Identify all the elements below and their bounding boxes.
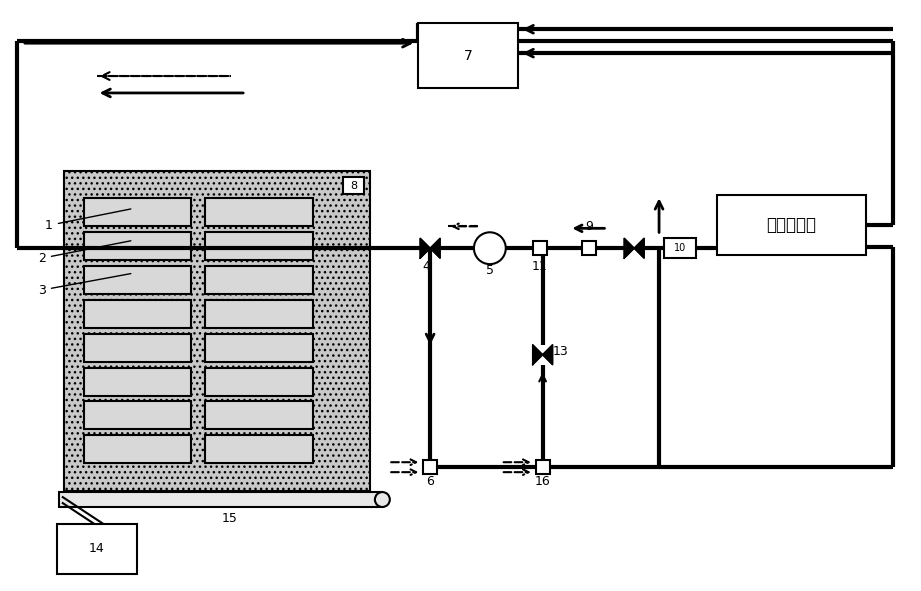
Text: 13: 13 [553,345,568,358]
Bar [84,436,192,463]
Bar [205,401,313,430]
Polygon shape [420,238,440,258]
Bar [64,171,370,491]
Text: 3: 3 [38,274,131,297]
Bar [423,460,437,474]
Text: 10: 10 [674,243,686,253]
Bar [717,196,866,255]
Bar [84,199,192,226]
Circle shape [375,492,390,507]
Bar [84,300,192,328]
Bar [57,524,136,574]
Bar [84,232,192,260]
Text: 11: 11 [531,260,547,273]
Text: 2: 2 [38,241,131,265]
Text: 9: 9 [586,220,593,233]
Circle shape [474,232,506,264]
Bar [418,23,518,88]
Bar [536,460,550,474]
Polygon shape [532,345,553,365]
Bar [84,368,192,395]
Text: 16: 16 [535,475,551,488]
Text: 激光器热沉: 激光器热沉 [766,216,816,234]
Text: 1: 1 [45,209,131,232]
Text: 6: 6 [426,475,434,488]
Text: 15: 15 [222,512,238,525]
Text: 4: 4 [422,260,430,273]
Text: 8: 8 [350,180,357,190]
Polygon shape [624,238,644,258]
Text: 14: 14 [88,543,105,556]
Bar [84,266,192,294]
Bar [205,199,313,226]
Bar [532,241,546,255]
Bar [205,436,313,463]
Bar [205,300,313,328]
Bar [59,492,382,507]
Text: 5: 5 [486,264,494,277]
Bar [205,334,313,362]
Bar [664,238,696,258]
Bar [343,177,365,194]
Bar [205,368,313,395]
Bar [84,401,192,430]
Text: 7: 7 [463,48,472,63]
Bar [84,334,192,362]
Bar [205,232,313,260]
Bar [205,266,313,294]
Bar [582,241,597,255]
